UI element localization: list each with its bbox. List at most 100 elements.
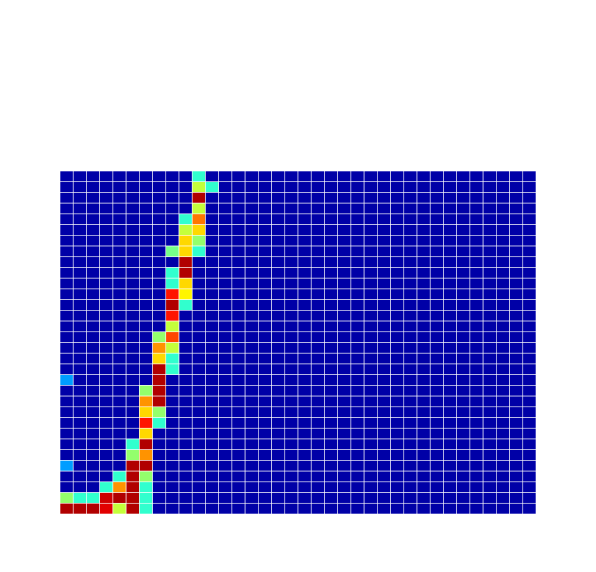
heatmap-cell xyxy=(59,331,74,343)
heatmap-cell xyxy=(324,288,338,300)
heatmap-cell xyxy=(218,406,233,418)
heatmap-cell xyxy=(72,277,87,290)
heatmap-cell xyxy=(86,277,100,290)
heatmap-cell xyxy=(350,352,365,365)
heatmap-cell xyxy=(112,470,127,483)
heatmap-cell xyxy=(112,374,127,386)
heatmap-cell xyxy=(152,192,167,204)
heatmap-cell xyxy=(456,374,471,386)
heatmap-cell xyxy=(152,288,167,300)
heatmap-cell xyxy=(297,385,312,397)
heatmap-cell xyxy=(271,460,286,472)
heatmap-cell xyxy=(112,342,127,354)
heatmap-cell xyxy=(205,202,219,215)
heatmap-cell xyxy=(363,170,378,183)
heatmap-cell xyxy=(152,320,167,333)
heatmap-cell xyxy=(112,320,127,333)
heatmap-cell xyxy=(429,192,444,204)
heatmap-cell xyxy=(284,320,299,333)
heatmap-cell xyxy=(350,502,365,515)
heatmap-cell xyxy=(86,320,100,333)
heatmap-cell xyxy=(231,427,246,440)
heatmap-cell xyxy=(482,502,497,515)
heatmap-cell xyxy=(99,417,114,429)
heatmap-cell xyxy=(443,213,457,225)
heatmap-cell xyxy=(482,320,497,333)
heatmap-cell xyxy=(496,192,510,204)
heatmap-cell xyxy=(86,288,100,300)
heatmap-cell xyxy=(310,449,325,461)
heatmap-cell xyxy=(416,363,431,375)
heatmap-cell xyxy=(324,331,338,343)
heatmap-cell xyxy=(496,213,510,225)
heatmap-cell xyxy=(443,202,457,215)
heatmap-cell xyxy=(86,224,100,236)
heatmap-cell xyxy=(258,202,272,215)
heatmap-cell xyxy=(522,213,537,225)
heatmap-cell xyxy=(205,299,219,311)
heatmap-cell xyxy=(231,235,246,247)
heatmap-cell xyxy=(178,363,193,375)
heatmap-cell xyxy=(350,374,365,386)
heatmap-cell xyxy=(337,374,352,386)
heatmap-cell xyxy=(429,267,444,279)
heatmap-cell xyxy=(390,374,405,386)
heatmap-cell xyxy=(86,395,100,408)
heatmap-cell xyxy=(469,352,484,365)
heatmap-cell xyxy=(284,385,299,397)
heatmap-cell xyxy=(59,438,74,450)
heatmap-cell xyxy=(231,417,246,429)
heatmap-cell xyxy=(403,331,418,343)
heatmap-cell xyxy=(178,245,193,258)
heatmap-cell xyxy=(482,331,497,343)
heatmap-cell xyxy=(443,363,457,375)
heatmap-cell xyxy=(522,181,537,193)
heatmap-cell xyxy=(310,395,325,408)
heatmap-cell xyxy=(271,502,286,515)
heatmap-cell xyxy=(429,374,444,386)
heatmap-cell xyxy=(271,363,286,375)
heatmap-cell xyxy=(350,395,365,408)
heatmap-cell xyxy=(218,470,233,483)
heatmap-cell xyxy=(324,267,338,279)
heatmap-cell xyxy=(522,395,537,408)
heatmap-cell xyxy=(59,245,74,258)
heatmap-cell xyxy=(139,224,153,236)
heatmap-cell xyxy=(377,449,391,461)
heatmap-cell xyxy=(218,299,233,311)
heatmap-cell xyxy=(509,395,524,408)
heatmap-cell xyxy=(390,427,405,440)
heatmap-cell xyxy=(165,481,180,493)
heatmap-cell xyxy=(469,406,484,418)
heatmap-cell xyxy=(496,449,510,461)
heatmap-cell xyxy=(403,470,418,483)
heatmap-cell xyxy=(377,374,391,386)
heatmap-cell xyxy=(258,406,272,418)
heatmap-cell xyxy=(218,192,233,204)
heatmap-cell xyxy=(139,320,153,333)
heatmap-cell xyxy=(284,299,299,311)
heatmap-cell xyxy=(72,427,87,440)
heatmap-cell xyxy=(337,267,352,279)
heatmap-cell xyxy=(86,267,100,279)
heatmap-cell xyxy=(337,438,352,450)
heatmap-cell xyxy=(231,342,246,354)
heatmap-cell xyxy=(403,267,418,279)
heatmap-cell xyxy=(112,310,127,322)
heatmap-cell xyxy=(443,427,457,440)
heatmap-cell xyxy=(231,277,246,290)
heatmap-cell xyxy=(178,460,193,472)
heatmap-cell xyxy=(99,342,114,354)
heatmap-cell xyxy=(456,502,471,515)
heatmap-cell xyxy=(324,352,338,365)
heatmap-cell xyxy=(112,492,127,504)
heatmap-cell xyxy=(403,363,418,375)
heatmap-cell xyxy=(509,352,524,365)
heatmap-cell xyxy=(324,170,338,183)
heatmap-cell xyxy=(416,352,431,365)
heatmap-cell xyxy=(337,417,352,429)
heatmap-cell xyxy=(284,224,299,236)
heatmap-cell xyxy=(218,267,233,279)
heatmap-cell xyxy=(469,202,484,215)
heatmap-cell xyxy=(509,213,524,225)
